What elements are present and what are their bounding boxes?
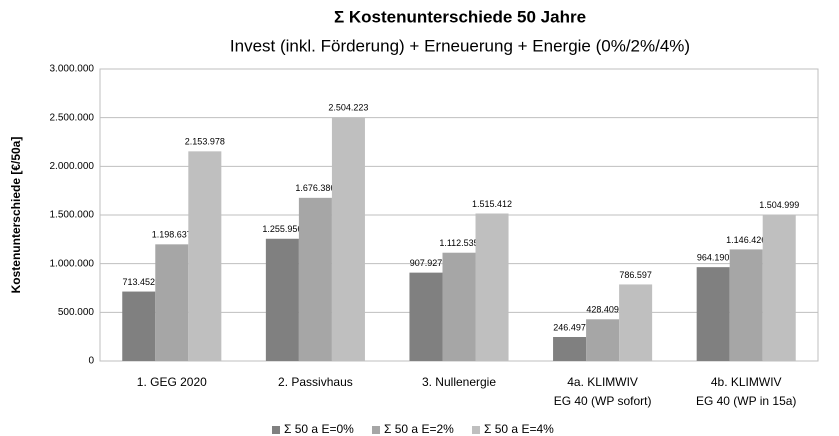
bar xyxy=(729,249,763,361)
bar xyxy=(553,337,587,361)
x-tick-label: 4a. KLIMWIV xyxy=(567,375,638,389)
y-tick-label: 500.000 xyxy=(58,307,95,318)
bar xyxy=(331,117,365,361)
bar xyxy=(188,151,222,361)
data-label: 2.153.978 xyxy=(185,137,225,147)
bar xyxy=(586,319,620,361)
legend-swatch xyxy=(372,426,380,434)
bar xyxy=(122,291,156,361)
bar xyxy=(155,244,189,361)
bar xyxy=(762,214,796,361)
data-label: 1.255.956 xyxy=(262,224,302,234)
data-label: 907.927 xyxy=(410,258,443,268)
y-tick-label: 0 xyxy=(88,356,94,367)
data-label: 1.146.426 xyxy=(726,235,766,245)
data-label: 428.409 xyxy=(586,305,619,315)
y-tick-label: 2.000.000 xyxy=(50,161,95,172)
data-label: 1.504.999 xyxy=(759,200,799,210)
x-tick-label: EG 40 (WP sofort) xyxy=(554,394,652,408)
data-label: 786.597 xyxy=(619,270,652,280)
legend-label: Σ 50 a E=0% xyxy=(284,422,354,436)
x-tick-label: 2. Passivhaus xyxy=(278,375,353,389)
data-label: 246.497 xyxy=(553,322,586,332)
bar xyxy=(265,238,299,361)
bar xyxy=(475,213,509,361)
data-label: 1.198.637 xyxy=(152,230,192,240)
data-label: 1.515.412 xyxy=(472,199,512,209)
x-tick-label: 3. Nullenergie xyxy=(422,375,496,389)
legend-label: Σ 50 a E=2% xyxy=(384,422,454,436)
y-axis-label: Kostenunterschiede [€/50a] xyxy=(9,137,23,294)
chart-subtitle: Invest (inkl. Förderung) + Erneuerung + … xyxy=(230,36,690,55)
bar xyxy=(409,272,443,361)
legend-swatch xyxy=(272,426,280,434)
x-tick-label: EG 40 (WP in 15a) xyxy=(696,394,797,408)
y-tick-label: 2.500.000 xyxy=(50,112,95,123)
data-label: 2.504.223 xyxy=(328,103,368,113)
x-tick-label: 1. GEG 2020 xyxy=(137,375,207,389)
y-tick-label: 1.000.000 xyxy=(50,258,95,269)
data-label: 964.190 xyxy=(697,253,730,263)
chart-title: Σ Kostenunterschiede 50 Jahre xyxy=(334,7,586,26)
data-label: 1.676.386 xyxy=(295,183,335,193)
bar xyxy=(696,267,730,361)
legend-swatch xyxy=(472,426,480,434)
data-label: 713.452 xyxy=(122,277,155,287)
bar xyxy=(442,252,476,361)
legend-label: Σ 50 a E=4% xyxy=(484,422,554,436)
y-tick-label: 1.500.000 xyxy=(50,210,95,221)
bar xyxy=(619,284,653,361)
data-label: 1.112.535 xyxy=(439,238,478,248)
y-tick-label: 3.000.000 xyxy=(50,64,95,75)
x-tick-label: 4b. KLIMWIV xyxy=(711,375,782,389)
bar xyxy=(298,197,332,361)
